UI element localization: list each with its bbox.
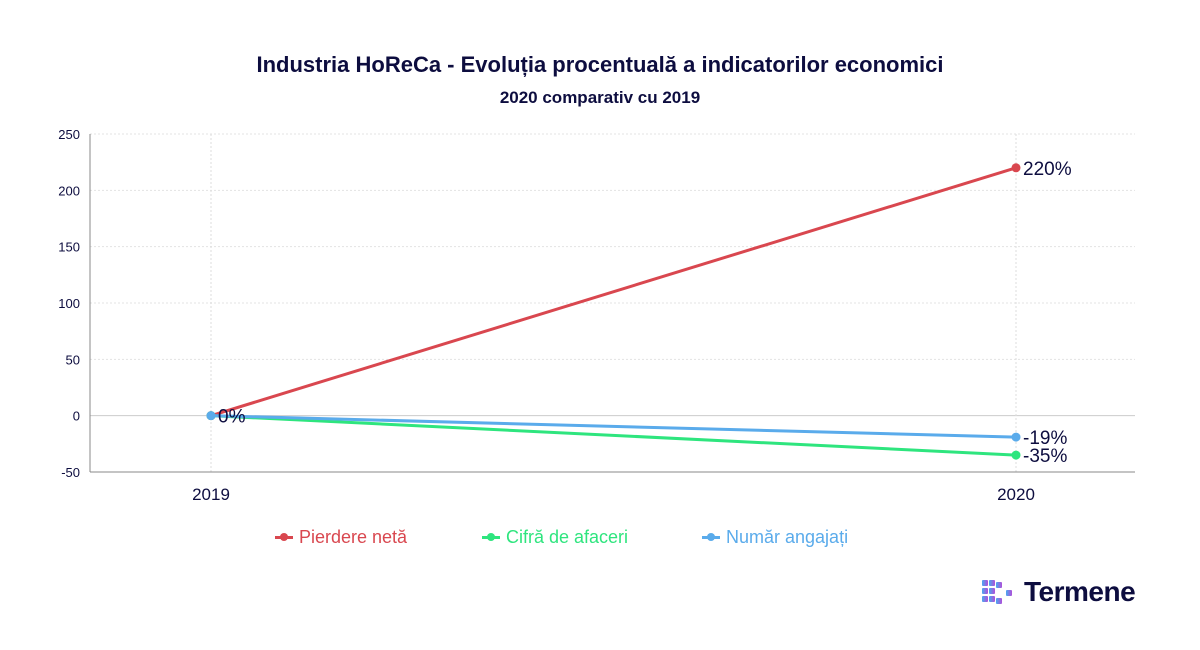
y-tick-label: -50 — [61, 465, 80, 480]
chart-title: Industria HoReCa - Evoluția procentuală … — [256, 52, 944, 77]
data-point — [1011, 163, 1021, 173]
y-tick-label: 0 — [73, 409, 80, 424]
logo-text: Termene — [1024, 576, 1136, 607]
data-label: 0% — [218, 407, 246, 428]
legend-label: Cifră de afaceri — [506, 527, 629, 547]
data-label: -35% — [1023, 446, 1067, 467]
data-label: 220% — [1023, 159, 1072, 180]
series-line — [210, 414, 1017, 439]
y-tick-label: 250 — [58, 127, 80, 142]
x-tick-label: 2019 — [192, 485, 230, 504]
series-line — [210, 414, 1017, 457]
legend-marker-icon — [275, 533, 293, 541]
termene-cube-icon — [982, 580, 1012, 604]
legend-item[interactable]: Pierdere netă — [275, 527, 407, 548]
data-label: -19% — [1023, 428, 1067, 449]
termene-logo: Termene — [980, 576, 1136, 608]
data-point — [206, 411, 216, 421]
y-tick-label: 50 — [66, 352, 80, 367]
legend-label: Număr angajați — [726, 527, 849, 547]
y-tick-label: 150 — [58, 240, 80, 255]
data-point — [1011, 450, 1021, 460]
data-point — [1011, 432, 1021, 442]
legend-item[interactable]: Număr angajați — [702, 527, 848, 548]
y-tick-label: 200 — [58, 183, 80, 198]
legend-item[interactable]: Cifră de afaceri — [482, 527, 628, 548]
y-tick-label: 100 — [58, 296, 80, 311]
legend-marker-icon — [702, 533, 720, 541]
x-tick-label: 2020 — [997, 485, 1035, 504]
line-chart: -50 0 50 100 150 200 250 2019 2020 220% -35% 0% -19% — [58, 127, 1135, 504]
legend-label: Pierdere netă — [299, 527, 408, 547]
legend-marker-icon — [482, 533, 500, 541]
series-line — [210, 166, 1017, 418]
chart-subtitle: 2020 comparativ cu 2019 — [499, 88, 701, 107]
